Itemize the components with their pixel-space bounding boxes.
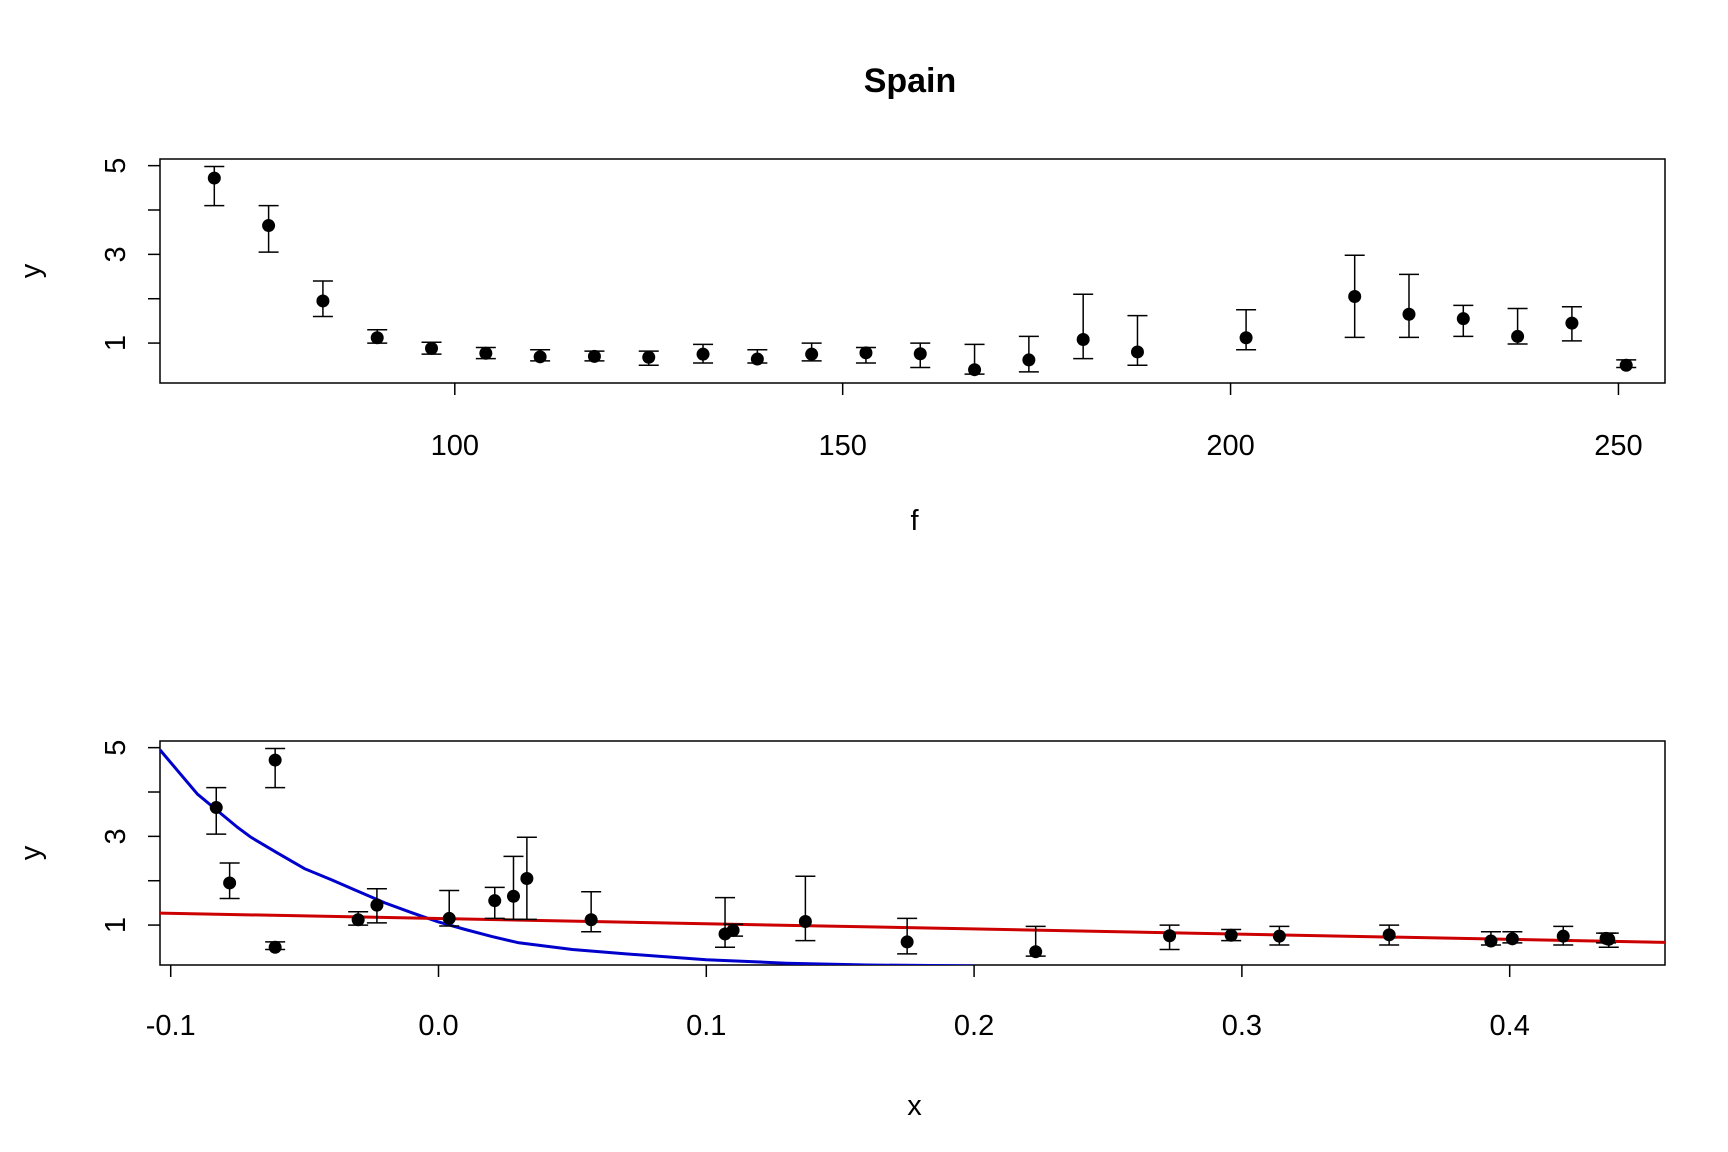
top-x-tick-label: 150 [818,430,866,462]
top-data-point [533,350,547,364]
top-x-tick-label: 250 [1594,430,1642,462]
bottom-panel: -0.1 0.0 0.1 0.2 0.3 0.4 1 3 5 x y [15,740,1666,1122]
bottom-plot-frame [159,740,1666,966]
bottom-x-tick-label: 0.4 [1490,1010,1530,1042]
top-data-point [1130,345,1144,359]
top-x-tick-label: 200 [1206,430,1254,462]
top-data-point [1239,331,1253,345]
bottom-fit-line-1 [160,748,975,965]
bottom-data-point [442,911,456,925]
bottom-data-point [1029,945,1043,959]
bottom-data-point [1602,932,1616,946]
bottom-x-tick-label: 0.2 [954,1010,994,1042]
top-data-point [913,347,927,361]
bottom-data-point [900,935,914,949]
top-x-tick-label: 100 [431,430,479,462]
bottom-data-point [1224,928,1238,942]
bottom-data-point [1556,929,1570,943]
top-data-point [1076,333,1090,347]
bottom-data-point [268,753,282,767]
top-data-point [1511,329,1525,343]
bottom-data-point [506,889,520,903]
bottom-data-point [1272,929,1286,943]
bottom-data-point [726,923,740,937]
bottom-data-point [1163,929,1177,943]
top-data-point [425,341,439,355]
top-panel: 100 150 200 250 1 3 5 f y [15,158,1666,537]
bottom-data-point [1382,928,1396,942]
top-data-point [642,350,656,364]
bottom-data-point [351,913,365,927]
top-y-tick-label: 1 [100,335,132,351]
top-data-point [316,294,330,308]
bottom-y-tick-label: 3 [100,828,132,844]
bottom-x-tick-label: 0.1 [686,1010,726,1042]
bottom-data-point [209,801,223,815]
bottom-y-tick-label: 1 [100,917,132,933]
bottom-data-point [520,872,534,886]
top-x-axis-label: f [910,505,919,537]
top-data-point [479,346,493,360]
top-data-point [1619,358,1633,372]
bottom-data-point [223,876,237,890]
bottom-data-point [268,940,282,954]
top-data-point [1565,316,1579,330]
top-data-point [370,331,384,345]
bottom-data-point [488,894,502,908]
bottom-y-axis-label: y [15,845,47,860]
bottom-data-point [370,898,384,912]
bottom-data-point [1505,932,1519,946]
bottom-y-tick-label: 5 [100,740,132,756]
bottom-data-point [798,915,812,929]
top-data-point [1456,312,1470,326]
top-y-tick-label: 3 [100,246,132,262]
top-data-point [750,352,764,366]
top-data-point [1022,353,1036,367]
top-data-point [1348,290,1362,304]
chart-title: Spain [864,62,957,100]
top-plot-frame [159,158,1666,384]
bottom-x-tick-label: 0.0 [418,1010,458,1042]
top-data-point [968,363,982,377]
bottom-x-axis-label: x [907,1090,922,1122]
top-data-point [207,171,221,185]
top-data-point [262,219,276,233]
top-y-axis-label: y [15,263,47,278]
bottom-data-point [1484,934,1498,948]
top-data-point [1402,307,1416,321]
bottom-x-tick-label: 0.3 [1222,1010,1262,1042]
top-data-point [859,346,873,360]
bottom-data-point [584,913,598,927]
top-data-point [696,347,710,361]
top-y-tick-label: 5 [100,158,132,174]
top-data-point [587,349,601,363]
top-data-point [805,347,819,361]
bottom-fit-line-2 [160,911,1665,944]
bottom-x-tick-label: -0.1 [146,1010,196,1042]
